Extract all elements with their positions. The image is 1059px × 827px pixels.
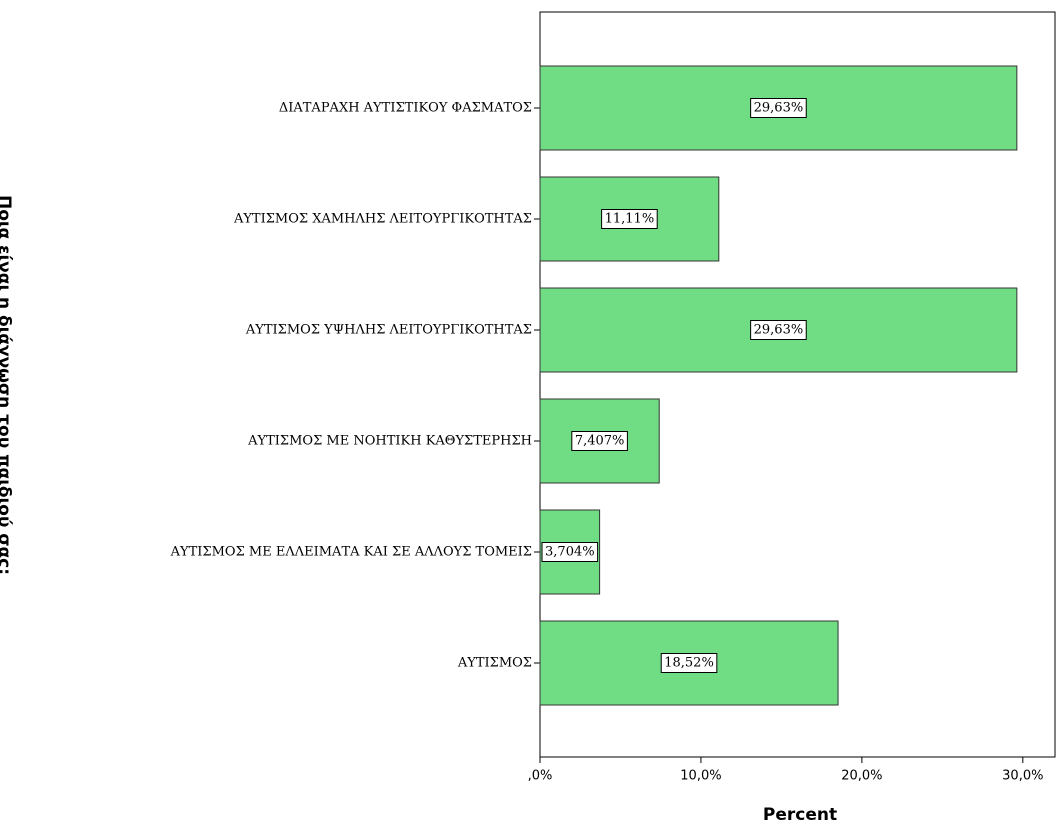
value-label: 18,52%	[664, 656, 714, 671]
value-label-box	[750, 98, 807, 118]
x-tick-label: 30,0%	[1002, 769, 1043, 784]
value-label-box	[660, 653, 718, 673]
value-label-box	[571, 431, 628, 451]
value-label: 29,63%	[754, 101, 804, 116]
x-axis-title: Percent	[763, 805, 837, 825]
y-tick-label: ΑΥΤΙΣΜΟΣ	[457, 656, 532, 671]
value-label: 29,63%	[754, 323, 804, 338]
y-tick-label: ΑΥΤΙΣΜΟΣ ΥΨΗΛΗΣ ΛΕΙΤΟΥΡΓΙΚΟΤΗΤΑΣ	[245, 323, 532, 338]
y-tick-label: ΔΙΑΤΑΡΑΧΗ ΑΥΤΙΣΤΙΚΟΥ ΦΑΣΜΑΤΟΣ	[279, 101, 532, 116]
value-label-box	[541, 542, 599, 562]
value-label: 7,407%	[575, 434, 625, 449]
value-label-box	[750, 320, 807, 340]
x-tick-label: ,0%	[528, 769, 553, 784]
x-tick-label: 10,0%	[680, 769, 721, 784]
value-label-box	[601, 209, 658, 229]
value-label: 3,704%	[545, 545, 595, 560]
y-tick-label: ΑΥΤΙΣΜΟΣ ΜΕ ΝΟΗΤΙΚΗ ΚΑΘΥΣΤΕΡΗΣΗ	[247, 434, 532, 449]
y-tick-label: ΑΥΤΙΣΜΟΣ ΧΑΜΗΛΗΣ ΛΕΙΤΟΥΡΓΙΚΟΤΗΤΑΣ	[233, 212, 532, 227]
y-axis-title: Ποια είναι η διάγνωση του παιδιού σας;	[0, 195, 14, 575]
value-label: 11,11%	[605, 212, 655, 227]
y-tick-label: ΑΥΤΙΣΜΟΣ ΜΕ ΕΛΛΕΙΜΑΤΑ ΚΑΙ ΣΕ ΑΛΛΟΥΣ ΤΟΜΕ…	[170, 545, 532, 560]
x-tick-label: 20,0%	[841, 769, 882, 784]
